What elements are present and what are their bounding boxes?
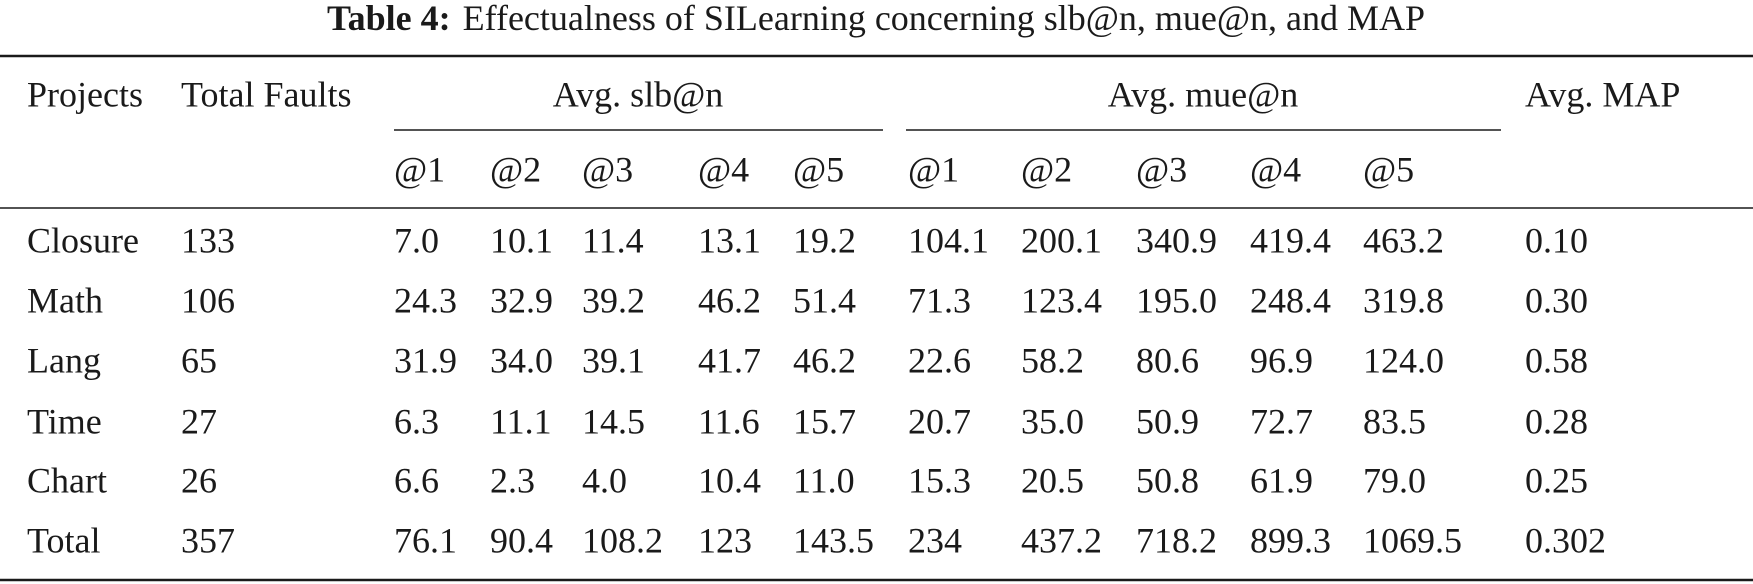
cell: 15.3 [908,460,971,500]
cell: 2.3 [490,460,535,500]
cell: 195.0 [1136,280,1217,320]
row-label: Math [27,280,103,320]
row-label: Lang [27,340,101,380]
cell: 26 [181,460,217,500]
column-header: Avg. MAP [1525,74,1680,114]
cell: 6.3 [394,401,439,441]
cell: 11.1 [490,401,552,441]
cell: 76.1 [394,520,457,560]
row-label: Total [27,520,100,560]
cell: 108.2 [582,520,663,560]
sub-header: @3 [1136,149,1187,189]
cell: 133 [181,220,235,260]
column-header: Total Faults [181,74,351,114]
cell: 11.4 [582,220,644,260]
sub-header: @5 [1363,149,1414,189]
cell: 4.0 [582,460,627,500]
cell: 899.3 [1250,520,1331,560]
cell: 46.2 [698,280,761,320]
cell: 248.4 [1250,280,1331,320]
cell: 50.9 [1136,401,1199,441]
cell: 65 [181,340,217,380]
cell: 80.6 [1136,340,1199,380]
cell: 39.1 [582,340,645,380]
sub-header: @2 [490,149,541,189]
cell: 14.5 [582,401,645,441]
caption-label: Table 4: [327,0,451,38]
group-header: Avg. mue@n [1108,74,1298,114]
cell: 41.7 [698,340,761,380]
cell: 1069.5 [1363,520,1462,560]
cell: 96.9 [1250,340,1313,380]
cell: 143.5 [793,520,874,560]
sub-header: @4 [698,149,749,189]
row-label: Time [27,401,102,441]
cell: 20.5 [1021,460,1084,500]
cell: 357 [181,520,235,560]
cell: 718.2 [1136,520,1217,560]
column-header: Projects [27,74,143,114]
cell: 10.4 [698,460,761,500]
caption-text: Effectualness of SILearning concerning s… [463,0,1425,38]
cell: 7.0 [394,220,439,260]
cell: 15.7 [793,401,856,441]
caption: Table 4: Effectualness of SILearning conc… [327,0,1425,38]
group-header: Avg. slb@n [553,74,724,114]
cell: 83.5 [1363,401,1426,441]
cell: 46.2 [793,340,856,380]
cell: 51.4 [793,280,856,320]
sub-header: @1 [908,149,959,189]
cell: 104.1 [908,220,989,260]
cell: 20.7 [908,401,971,441]
row-label: Closure [27,220,139,260]
cell: 437.2 [1021,520,1102,560]
cell: 0.25 [1525,460,1588,500]
cell: 6.6 [394,460,439,500]
cell: 50.8 [1136,460,1199,500]
cell: 19.2 [793,220,856,260]
row-label: Chart [27,460,107,500]
sub-header: @1 [394,149,445,189]
sub-header: @5 [793,149,844,189]
cell: 35.0 [1021,401,1084,441]
cell: 0.28 [1525,401,1588,441]
cell: 463.2 [1363,220,1444,260]
cell: 71.3 [908,280,971,320]
cell: 32.9 [490,280,553,320]
cell: 34.0 [490,340,553,380]
sub-header: @4 [1250,149,1301,189]
cell: 0.10 [1525,220,1588,260]
cell: 90.4 [490,520,553,560]
cell: 124.0 [1363,340,1444,380]
cell: 10.1 [490,220,553,260]
cell: 11.6 [698,401,760,441]
cell: 200.1 [1021,220,1102,260]
cell: 13.1 [698,220,761,260]
cell: 24.3 [394,280,457,320]
cell: 27 [181,401,217,441]
sub-header: @3 [582,149,633,189]
cell: 0.30 [1525,280,1588,320]
cell: 39.2 [582,280,645,320]
cell: 22.6 [908,340,971,380]
cell: 72.7 [1250,401,1313,441]
cell: 11.0 [793,460,855,500]
cell: 106 [181,280,235,320]
sub-header: @2 [1021,149,1072,189]
cell: 31.9 [394,340,457,380]
cell: 419.4 [1250,220,1331,260]
cell: 234 [908,520,962,560]
cell: 340.9 [1136,220,1217,260]
cell: 123.4 [1021,280,1102,320]
cell: 0.58 [1525,340,1588,380]
cell: 123 [698,520,752,560]
cell: 79.0 [1363,460,1426,500]
cell: 61.9 [1250,460,1313,500]
cell: 0.302 [1525,520,1606,560]
cell: 58.2 [1021,340,1084,380]
cell: 319.8 [1363,280,1444,320]
